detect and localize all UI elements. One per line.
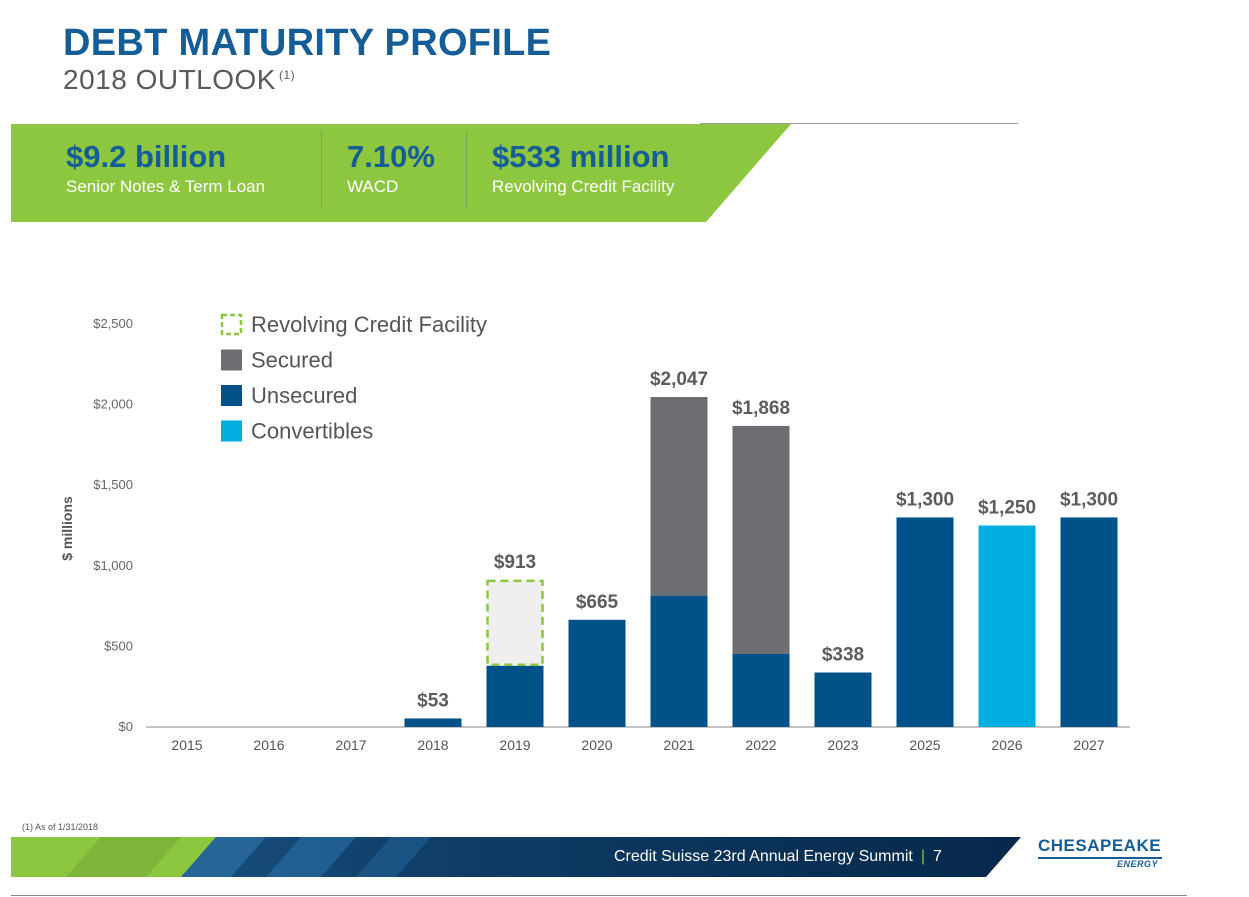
x-tick-label: 2023	[827, 737, 858, 753]
footer-event-name: Credit Suisse 23rd Annual Energy Summit	[614, 848, 913, 865]
x-tick-label: 2015	[171, 737, 202, 753]
x-tick-label: 2020	[581, 737, 612, 753]
legend-label: Revolving Credit Facility	[251, 312, 487, 337]
company-logo: CHESAPEAKE ENERGY	[1038, 836, 1162, 870]
bar-segment-secured	[732, 425, 790, 654]
footnote: (1) As of 1/31/2018	[22, 822, 99, 832]
legend-swatch	[221, 385, 242, 406]
page-number: 7	[932, 848, 942, 865]
y-tick-label: $1,500	[93, 477, 133, 492]
stat-senior-notes-value: $9.2 billion	[66, 139, 227, 174]
bar-segment-revolving-credit-facility	[486, 579, 544, 666]
legend-swatch	[220, 313, 243, 336]
bar-total-label: $1,300	[1060, 489, 1118, 510]
stat-divider	[321, 131, 322, 209]
stat-senior-notes: $9.2 billion Senior Notes & Term Loan	[66, 138, 265, 198]
subtitle-footnote-marker: (1)	[278, 68, 296, 82]
bar-segment-unsecured	[814, 672, 872, 727]
stat-divider	[466, 131, 467, 209]
legend-label: Unsecured	[251, 383, 357, 408]
x-tick-label: 2016	[253, 737, 284, 753]
bar-total-label: $665	[576, 592, 619, 613]
stat-revolver-value: $533 million	[492, 139, 670, 174]
x-tick-label: 2019	[499, 737, 530, 753]
x-tick-label: 2017	[335, 737, 366, 753]
bar-segment-secured	[650, 397, 708, 596]
logo-sub: ENERGY	[1116, 859, 1158, 869]
bar-segment-unsecured	[732, 653, 790, 727]
bar-segment-convertibles	[978, 525, 1036, 727]
subtitle-text: 2018 OUTLOOK	[63, 64, 276, 95]
bar-segment-unsecured	[650, 595, 708, 727]
x-tick-label: 2025	[909, 737, 940, 753]
footer-separator: |	[920, 848, 925, 865]
y-tick-label: $2,000	[93, 397, 133, 412]
bar-segment-unsecured	[486, 665, 544, 727]
bar-total-label: $338	[822, 645, 864, 666]
logo-name: CHESAPEAKE	[1038, 836, 1162, 855]
stats-banner	[11, 124, 791, 222]
legend-swatch	[221, 349, 242, 371]
stat-wacd-label: WACD	[347, 177, 399, 196]
x-tick-label: 2021	[663, 737, 694, 753]
bar-total-label: $2,047	[650, 369, 708, 390]
footer-event-text: Credit Suisse 23rd Annual Energy Summit |…	[614, 848, 942, 866]
y-tick-label: $1,000	[93, 558, 133, 573]
y-axis-label: $ millions	[59, 496, 75, 561]
bar-total-label: $53	[417, 690, 449, 711]
stat-wacd: 7.10% WACD	[347, 138, 435, 198]
x-tick-label: 2022	[745, 737, 776, 753]
stat-revolver: $533 million Revolving Credit Facility	[492, 138, 674, 198]
bar-segment-unsecured	[404, 718, 462, 727]
y-tick-label: $2,500	[93, 316, 133, 331]
y-tick-label: $500	[104, 638, 133, 653]
legend-swatch	[221, 420, 242, 442]
bar-total-label: $1,300	[896, 489, 954, 510]
stat-wacd-value: 7.10%	[347, 139, 435, 174]
legend-label: Secured	[251, 348, 333, 373]
bar-total-label: $913	[494, 552, 536, 573]
bar-segment-unsecured	[1060, 517, 1118, 727]
x-tick-label: 2027	[1073, 737, 1104, 753]
stat-senior-notes-label: Senior Notes & Term Loan	[66, 177, 266, 196]
debt-maturity-chart: $0 $500 $1,000 $1,500 $2,000 $2,500 $ millions…	[59, 312, 1130, 753]
x-tick-label: 2018	[417, 737, 448, 753]
page-subtitle: 2018 OUTLOOK (1)	[63, 64, 295, 96]
footer-band	[11, 837, 1021, 877]
x-tick-label: 2026	[991, 737, 1022, 753]
header-rule	[700, 123, 1018, 124]
bar-total-label: $1,868	[732, 398, 790, 419]
bar-segment-unsecured	[896, 517, 954, 727]
stat-revolver-label: Revolving Credit Facility	[492, 177, 675, 196]
logo-underline	[1038, 857, 1162, 859]
bar-total-label: $1,250	[978, 498, 1036, 519]
bar-segment-unsecured	[568, 619, 626, 727]
legend-label: Convertibles	[251, 419, 373, 444]
bottom-rule	[11, 895, 1187, 896]
page-title: DEBT MATURITY PROFILE	[63, 22, 552, 64]
y-tick-label: $0	[119, 719, 133, 734]
